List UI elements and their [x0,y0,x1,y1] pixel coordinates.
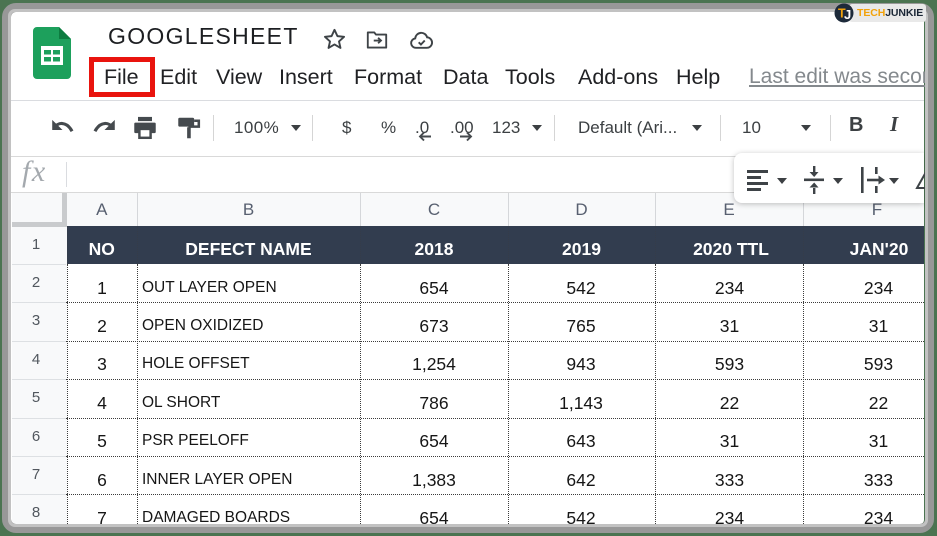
svg-text:J: J [844,7,851,22]
svg-text:T: T [838,7,846,21]
